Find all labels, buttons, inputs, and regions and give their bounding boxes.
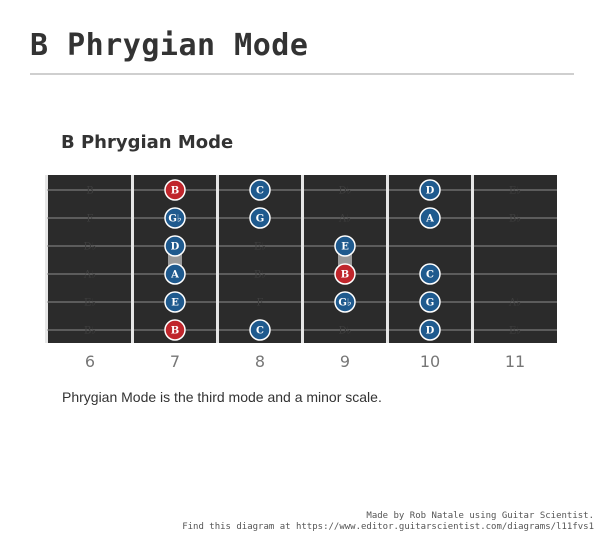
ghost-note-label: A♭ <box>83 270 96 281</box>
fret-wire <box>386 175 389 343</box>
ghost-note-label: A♭ <box>508 298 521 309</box>
scale-note-marker <box>249 207 271 229</box>
fret-number: 11 <box>505 352 525 371</box>
scale-note-marker <box>419 207 441 229</box>
note-label: C <box>426 270 434 281</box>
ghost-note-label: D♭ <box>339 186 352 197</box>
page-title: B Phrygian Mode <box>30 28 309 63</box>
fretboard-diagram: B F D♭ A♭ E♭ B♭ D♭ A♭ E♭ B♭ F D♭ E♭ B♭ A♭ E♭ B C D G♭ G A D E A B… <box>45 175 557 371</box>
scale-note-marker <box>334 235 356 257</box>
ghost-note-label: E♭ <box>254 242 266 253</box>
note-label: A <box>170 270 179 281</box>
scale-note-marker <box>419 263 441 285</box>
credits-link[interactable]: Find this diagram at https://www.editor.… <box>182 522 594 532</box>
credits-author: Made by Rob Natale using Guitar Scientis… <box>366 511 594 521</box>
scale-note-marker <box>334 291 356 313</box>
note-label: C <box>256 186 264 197</box>
note-label: G <box>426 298 435 309</box>
note-label: D <box>426 186 435 197</box>
ghost-note-label: D♭ <box>339 326 352 337</box>
ghost-note-label: A♭ <box>338 214 351 225</box>
scale-note-marker <box>164 291 186 313</box>
scale-note-marker <box>249 179 271 201</box>
scale-note-marker <box>419 179 441 201</box>
fret-number: 10 <box>420 352 440 371</box>
scale-note-marker <box>164 207 186 229</box>
scale-note-marker <box>419 319 441 341</box>
note-label: B <box>341 270 349 281</box>
ghost-note-label: E♭ <box>509 326 521 337</box>
ghost-note-label: E♭ <box>509 186 521 197</box>
fret-number: 9 <box>340 352 350 371</box>
title-divider <box>30 73 574 75</box>
root-note-marker <box>164 319 186 341</box>
scale-note-marker <box>164 235 186 257</box>
fret-number: 6 <box>85 352 95 371</box>
note-label: G♭ <box>338 298 352 309</box>
diagram-caption: Phrygian Mode is the third mode and a mi… <box>62 389 382 405</box>
ghost-note-label: B <box>86 186 93 197</box>
note-label: G <box>256 214 265 225</box>
note-label: G♭ <box>168 214 182 225</box>
fretboard-left-edge <box>45 175 48 343</box>
note-label: D <box>171 242 180 253</box>
ghost-note-label: B♭ <box>254 270 266 281</box>
ghost-note-label: D♭ <box>84 242 97 253</box>
fret-number: 7 <box>170 352 180 371</box>
note-label: B <box>171 186 179 197</box>
root-note-marker <box>334 263 356 285</box>
note-label: D <box>426 326 435 337</box>
ghost-note-label: E♭ <box>84 298 96 309</box>
ghost-note-label: F <box>257 298 264 309</box>
note-label: E <box>341 242 349 253</box>
note-label: A <box>425 214 434 225</box>
root-note-marker <box>164 179 186 201</box>
fret-wire <box>471 175 474 343</box>
scale-note-marker <box>249 319 271 341</box>
note-label: E <box>171 298 179 309</box>
fret-wire <box>216 175 219 343</box>
note-label: C <box>256 326 264 337</box>
diagram-title: B Phrygian Mode <box>61 132 234 153</box>
ghost-note-label: F <box>87 214 94 225</box>
fret-number: 8 <box>255 352 265 371</box>
scale-note-marker <box>419 291 441 313</box>
ghost-note-label: B♭ <box>509 214 521 225</box>
ghost-note-label: B♭ <box>84 326 96 337</box>
scale-note-marker <box>164 263 186 285</box>
fret-wire <box>301 175 304 343</box>
fret-wire <box>131 175 134 343</box>
credits: Made by Rob Natale using Guitar Scientis… <box>182 511 594 533</box>
note-label: B <box>171 326 179 337</box>
